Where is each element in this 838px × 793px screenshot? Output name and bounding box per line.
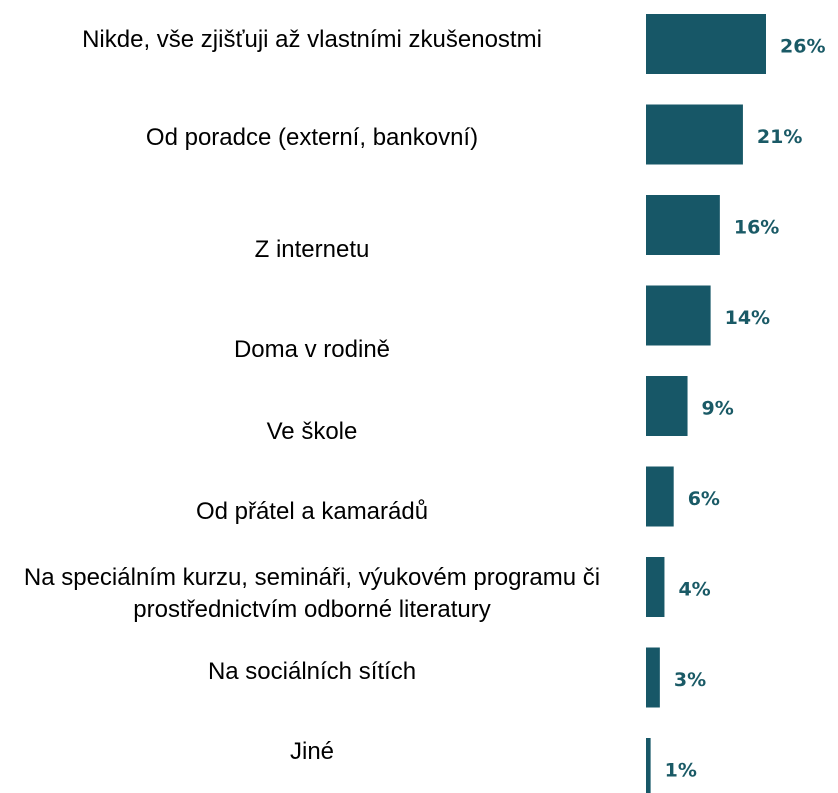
category-label: Na speciálním kurzu, semináři, výukovém …: [23, 564, 601, 623]
bar: [646, 14, 766, 74]
value-label: 9%: [702, 398, 734, 420]
bar: [646, 104, 743, 165]
bar: [646, 647, 660, 708]
bar: [646, 557, 665, 617]
bar: [646, 285, 711, 346]
category-label: Od poradce (externí, bankovní): [145, 124, 479, 151]
value-label: 21%: [757, 126, 802, 148]
value-label: 16%: [734, 217, 779, 239]
category-label: Z internetu: [254, 236, 370, 263]
category-label: Od přátel a kamarádů: [195, 498, 429, 525]
category-label: Jiné: [289, 738, 335, 765]
bar: [646, 466, 674, 527]
category-label: Doma v rodině: [233, 336, 391, 363]
value-label: 3%: [674, 669, 706, 691]
bar: [646, 738, 651, 793]
bar: [646, 195, 720, 255]
category-label: Nikde, vše zjišťuji až vlastními zkušeno…: [82, 26, 542, 53]
value-label: 1%: [665, 760, 697, 782]
category-label: Ve škole: [266, 418, 358, 445]
category-label: Na sociálních sítích: [207, 658, 417, 685]
value-label: 26%: [780, 36, 825, 58]
bar: [646, 376, 688, 436]
value-label: 4%: [678, 579, 710, 601]
value-label: 6%: [688, 488, 720, 510]
value-label: 14%: [725, 307, 770, 329]
